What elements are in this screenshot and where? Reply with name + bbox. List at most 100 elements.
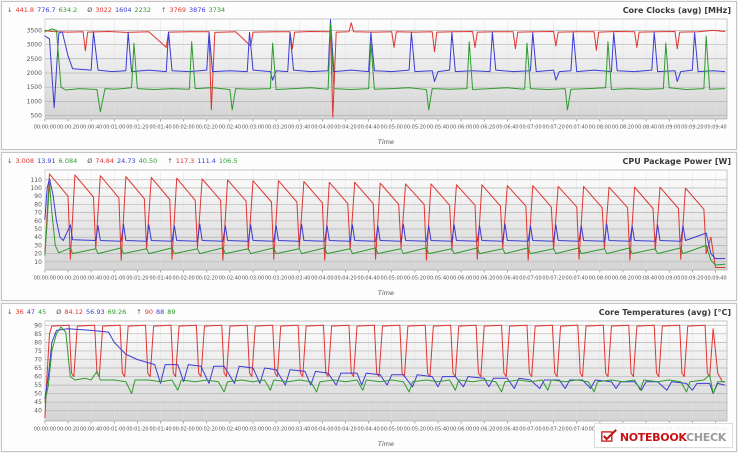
min-arrow-icon: ↓ <box>7 6 13 14</box>
x-tick-label: 00:09:20 <box>681 124 703 130</box>
legend-min-green: 634.2 <box>58 6 78 14</box>
x-tick-label: 00:07:00 <box>519 124 541 130</box>
legend-avg-blue: 56.93 <box>86 308 105 316</box>
chart-legend: ↓ 3.008 13.91 6.084 Ø 74.84 24.73 40.50 … <box>7 157 238 165</box>
x-tick-label: 00:03:40 <box>288 426 310 432</box>
avg-symbol-icon: Ø <box>87 6 93 14</box>
x-tick-label: 00:06:00 <box>450 275 472 281</box>
x-tick-label: 00:04:40 <box>357 275 379 281</box>
x-tick-label: 00:01:40 <box>149 275 171 281</box>
y-tick-label: 110 <box>30 177 42 184</box>
y-tick-label: 60 <box>34 218 42 225</box>
x-tick-label: 00:03:00 <box>242 124 264 130</box>
y-tick-label: 65 <box>34 365 42 372</box>
x-tick-label: 00:00:00 <box>34 275 56 281</box>
x-tick-label: 00:00:20 <box>57 426 79 432</box>
y-tick-label: 55 <box>34 382 42 389</box>
x-tick-label: 00:01:00 <box>103 124 125 130</box>
series-green-line <box>44 182 726 266</box>
max-arrow-icon: ↑ <box>167 157 173 165</box>
x-tick-label: 00:04:20 <box>334 426 356 432</box>
x-tick-label: 00:07:20 <box>542 124 564 130</box>
y-tick-label: 90 <box>34 322 42 329</box>
watermark-brand-notebook: NOTEBOOK <box>619 431 687 444</box>
y-tick-label: 75 <box>34 348 42 355</box>
legend-min-green: 6.084 <box>58 157 78 165</box>
x-tick-label: 00:09:20 <box>681 275 703 281</box>
legend-max-green: 106.5 <box>218 157 238 165</box>
y-tick-label: 40 <box>34 234 42 241</box>
x-tick-label: 00:01:40 <box>149 426 171 432</box>
x-tick-label: 00:04:40 <box>357 124 379 130</box>
y-tick-label: 1000 <box>27 98 42 105</box>
x-tick-label: 00:09:00 <box>658 275 680 281</box>
series-green-line <box>44 23 726 113</box>
x-tick-label: 00:01:00 <box>103 275 125 281</box>
y-tick-label: 60 <box>34 374 42 381</box>
x-tick-label: 00:02:20 <box>196 124 218 130</box>
x-tick-label: 00:05:20 <box>404 426 426 432</box>
plot-area <box>44 18 728 120</box>
y-tick-label: 2000 <box>27 70 42 77</box>
y-tick-label: 50 <box>34 226 42 233</box>
legend-avg-red: 74.84 <box>95 157 115 165</box>
legend-max-blue: 88 <box>155 308 165 316</box>
x-tick-label: 00:06:00 <box>450 426 472 432</box>
legend-max-green: 89 <box>167 308 176 316</box>
x-tick-label: 00:03:00 <box>242 426 264 432</box>
x-tick-label: 00:07:00 <box>519 426 541 432</box>
x-tick-label: 00:01:20 <box>126 275 148 281</box>
legend-min-blue: 776.7 <box>37 6 56 14</box>
x-tick-label: 00:01:40 <box>149 124 171 130</box>
chart-header: ↓ 441.8 776.7 634.2 Ø 3022 1604 2232 ↑ 3… <box>5 3 733 16</box>
legend-avg-blue: 1604 <box>114 6 132 14</box>
legend-avg-blue: 24.73 <box>117 157 136 165</box>
x-tick-label: 00:05:20 <box>404 275 426 281</box>
x-tick-label: 00:00:40 <box>80 275 102 281</box>
x-tick-label: 00:05:40 <box>427 426 449 432</box>
x-tick-label: 00:05:20 <box>404 124 426 130</box>
x-tick-label: 00:06:20 <box>473 124 495 130</box>
legend-max-green: 3734 <box>208 6 226 14</box>
legend-min-blue: 13.91 <box>37 157 56 165</box>
x-tick-label: 00:02:20 <box>196 426 218 432</box>
x-axis-title: Time <box>378 138 394 146</box>
x-tick-label: 00:09:40 <box>704 275 726 281</box>
x-axis-title: Time <box>378 289 394 297</box>
x-tick-label: 00:03:20 <box>265 426 287 432</box>
x-tick-label: 00:02:00 <box>172 124 194 130</box>
chart-header: ↓ 36 47 45 Ø 84.12 56.93 69.26 ↑ 90 88 8… <box>5 305 733 318</box>
y-tick-label: 10 <box>34 259 42 266</box>
x-tick-label: 00:07:00 <box>519 275 541 281</box>
series-red-line <box>44 324 726 419</box>
y-tick-label: 50 <box>34 391 42 398</box>
x-tick-label: 00:02:00 <box>172 275 194 281</box>
chart-panel-cpu-package-power: ↓ 3.008 13.91 6.084 Ø 74.84 24.73 40.50 … <box>1 152 737 301</box>
y-tick-label: 80 <box>34 201 42 208</box>
max-arrow-icon: ↑ <box>161 6 167 14</box>
x-tick-label: 00:04:00 <box>311 275 333 281</box>
series-green-line <box>44 326 726 403</box>
x-tick-label: 00:02:40 <box>219 426 241 432</box>
y-tick-label: 3000 <box>27 42 42 49</box>
y-tick-label: 20 <box>34 251 42 258</box>
x-tick-label: 00:08:40 <box>635 124 657 130</box>
x-tick-label: 00:02:20 <box>196 275 218 281</box>
x-tick-label: 00:02:40 <box>219 124 241 130</box>
legend-max-red: 90 <box>144 308 153 316</box>
x-tick-label: 00:03:20 <box>265 124 287 130</box>
x-tick-label: 00:07:40 <box>566 275 588 281</box>
x-tick-label: 00:06:40 <box>496 426 518 432</box>
legend-max-blue: 3876 <box>189 6 206 14</box>
x-tick-label: 00:00:00 <box>34 124 56 130</box>
watermark-brand-check: CHECK <box>686 431 726 444</box>
x-tick-label: 00:03:40 <box>288 124 310 130</box>
min-arrow-icon: ↓ <box>7 308 13 316</box>
series-blue-line <box>44 328 726 400</box>
cpu-package-power-plot: 00:00:00 00:00:20 00:00:40 00:01:00 00:01:20… <box>30 169 728 297</box>
x-tick-label: 00:08:00 <box>589 275 611 281</box>
x-tick-label: 00:07:20 <box>542 426 564 432</box>
x-tick-label: 00:00:40 <box>80 426 102 432</box>
legend-avg-red: 3022 <box>95 6 112 14</box>
